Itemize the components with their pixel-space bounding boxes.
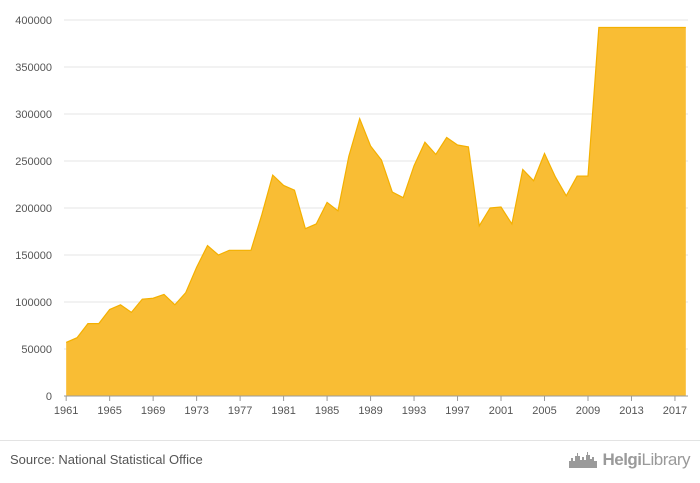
brand-name-light: Library [641, 450, 691, 469]
x-tick-label: 1985 [315, 405, 339, 417]
x-tick-label: 2013 [619, 405, 643, 417]
skyline-logo-icon [569, 452, 598, 468]
x-tick-label: 1989 [358, 405, 382, 417]
source-note: Source: National Statistical Office [10, 452, 203, 467]
y-tick-label: 200000 [15, 203, 52, 215]
y-tick-label: 0 [46, 391, 52, 403]
x-tick-label: 1997 [445, 405, 469, 417]
brand-name: HelgiLibrary [602, 450, 690, 470]
x-tick-label: 1969 [141, 405, 165, 417]
x-tick-label: 2009 [576, 405, 600, 417]
x-tick-label: 1977 [228, 405, 252, 417]
y-tick-label: 300000 [15, 109, 52, 121]
axis-layer [64, 395, 688, 401]
area-layer [65, 26, 686, 397]
x-tick-label: 2017 [663, 405, 687, 417]
y-tick-label: 150000 [15, 250, 52, 262]
footer-divider [0, 440, 700, 441]
chart-svg: 0 50000 100000 150000 200000 250000 300000 3500… [15, 15, 688, 417]
series-area-fill [66, 27, 686, 397]
y-tick-label: 350000 [15, 62, 52, 74]
brand-logo[interactable]: HelgiLibrary [568, 449, 691, 471]
x-tick-label: 2005 [532, 405, 556, 417]
y-tick-labels: 0 50000 100000 150000 200000 250000 300000 3500… [15, 15, 52, 403]
chart-area: 0 50000 100000 150000 200000 250000 300000 3500… [15, 15, 688, 417]
x-tick-label: 1981 [271, 405, 295, 417]
x-tick-label: 1973 [184, 405, 208, 417]
x-tick-label: 1993 [402, 405, 426, 417]
x-tick-label: 1961 [54, 405, 78, 417]
x-tick-labels: 1961 1965 1969 1973 1977 1981 1985 1989 1993 1997… [54, 405, 687, 417]
x-tick-label: 2001 [489, 405, 513, 417]
y-tick-label: 400000 [15, 15, 52, 27]
x-tick-label: 1965 [97, 405, 121, 417]
y-tick-label: 250000 [15, 156, 52, 168]
series-line [65, 26, 686, 343]
brand-name-bold: Helgi [602, 450, 642, 469]
y-tick-label: 50000 [21, 344, 52, 356]
y-tick-label: 100000 [15, 297, 52, 309]
